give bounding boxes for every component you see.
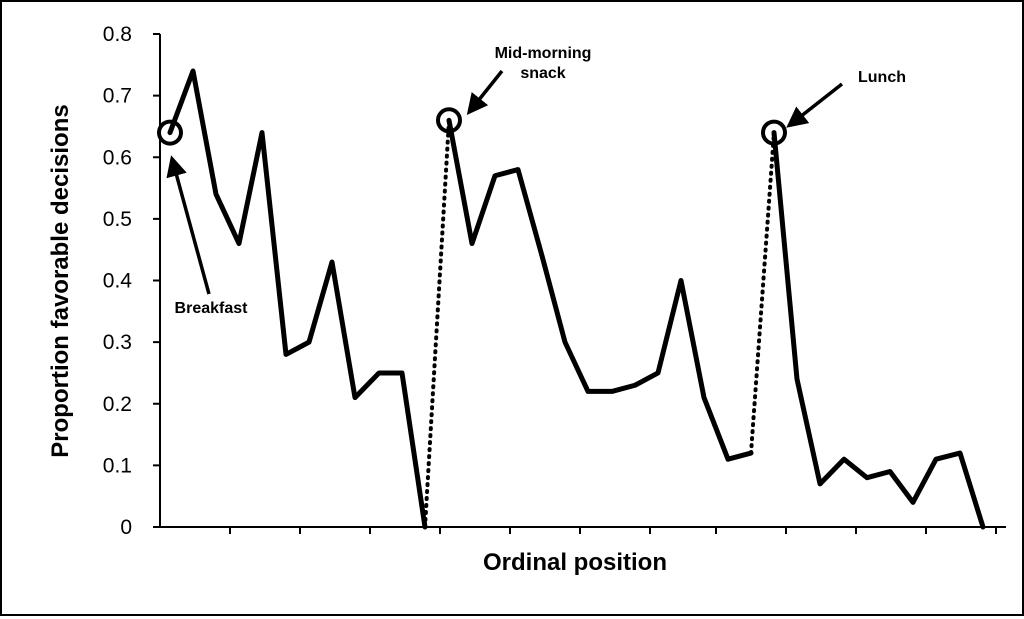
data-point [866, 476, 868, 479]
data-point [192, 69, 194, 72]
axes: 0 0.1 0.2 0.3 0.4 0.5 0.6 0.7 0.8 [103, 23, 1006, 539]
y-tick-label: 0.7 [103, 85, 132, 108]
data-point [308, 341, 310, 344]
lunch-label: Lunch [858, 69, 906, 86]
data-point [378, 371, 380, 374]
snack-label-line: snack [520, 65, 565, 82]
data-point [494, 174, 496, 177]
series-line [167, 68, 428, 530]
gap-dotted-line [423, 118, 451, 529]
data-point [657, 371, 659, 374]
y-tick-label: 0 [120, 516, 132, 539]
data-point [285, 353, 287, 356]
data-point [215, 193, 217, 196]
data-point [517, 168, 519, 171]
snack-label-line: Mid-morning [495, 45, 592, 62]
gap-dotted-line [749, 130, 776, 456]
highlight-ring [157, 119, 183, 146]
data-point [703, 396, 705, 399]
data-point [843, 458, 845, 461]
data-point [773, 131, 775, 134]
y-tick-label: 0.1 [103, 454, 132, 477]
breakfast-arrow [166, 155, 211, 295]
data-point [564, 341, 566, 344]
data-point [912, 501, 914, 504]
data-point [680, 279, 682, 282]
series-line [446, 117, 754, 462]
y-tick-label: 0.6 [103, 146, 132, 169]
data-point [401, 371, 403, 374]
plot-lines [157, 68, 986, 530]
breakfast-label-line: Breakfast [175, 300, 249, 317]
data-point [169, 131, 171, 134]
highlight-ring [436, 107, 462, 134]
y-tick-label: 0.8 [103, 23, 132, 46]
data-point [238, 242, 240, 245]
highlight-ring [761, 119, 787, 146]
data-point [959, 452, 961, 455]
data-point [587, 390, 589, 393]
data-point [634, 384, 636, 387]
y-tick-label: 0.2 [103, 393, 132, 416]
series-line [771, 130, 986, 530]
x-axis-title: Ordinal position [483, 549, 667, 576]
lunch-arrow [786, 82, 844, 128]
snack-arrow [466, 69, 504, 116]
data-point [935, 458, 937, 461]
data-point [611, 390, 613, 393]
data-point [331, 261, 333, 264]
data-point [982, 526, 984, 528]
breakfast-label: Breakfast [175, 300, 249, 317]
data-point [471, 242, 473, 245]
data-point [796, 378, 798, 381]
lunch-label-line: Lunch [858, 69, 906, 86]
data-point [727, 458, 729, 461]
y-tick-label: 0.4 [103, 270, 133, 293]
data-point [354, 396, 356, 399]
data-point [261, 131, 263, 134]
data-point [541, 254, 543, 257]
snack-label: Mid-morning snack [495, 45, 592, 82]
annotations: Breakfast Mid-morning snack Lunch [166, 45, 906, 317]
y-tick-label: 0.5 [103, 208, 132, 231]
data-point [889, 470, 891, 473]
y-tick-label: 0.3 [103, 331, 132, 354]
data-point [819, 482, 821, 485]
y-axis-title: Proportion favorable decisions [47, 104, 74, 457]
